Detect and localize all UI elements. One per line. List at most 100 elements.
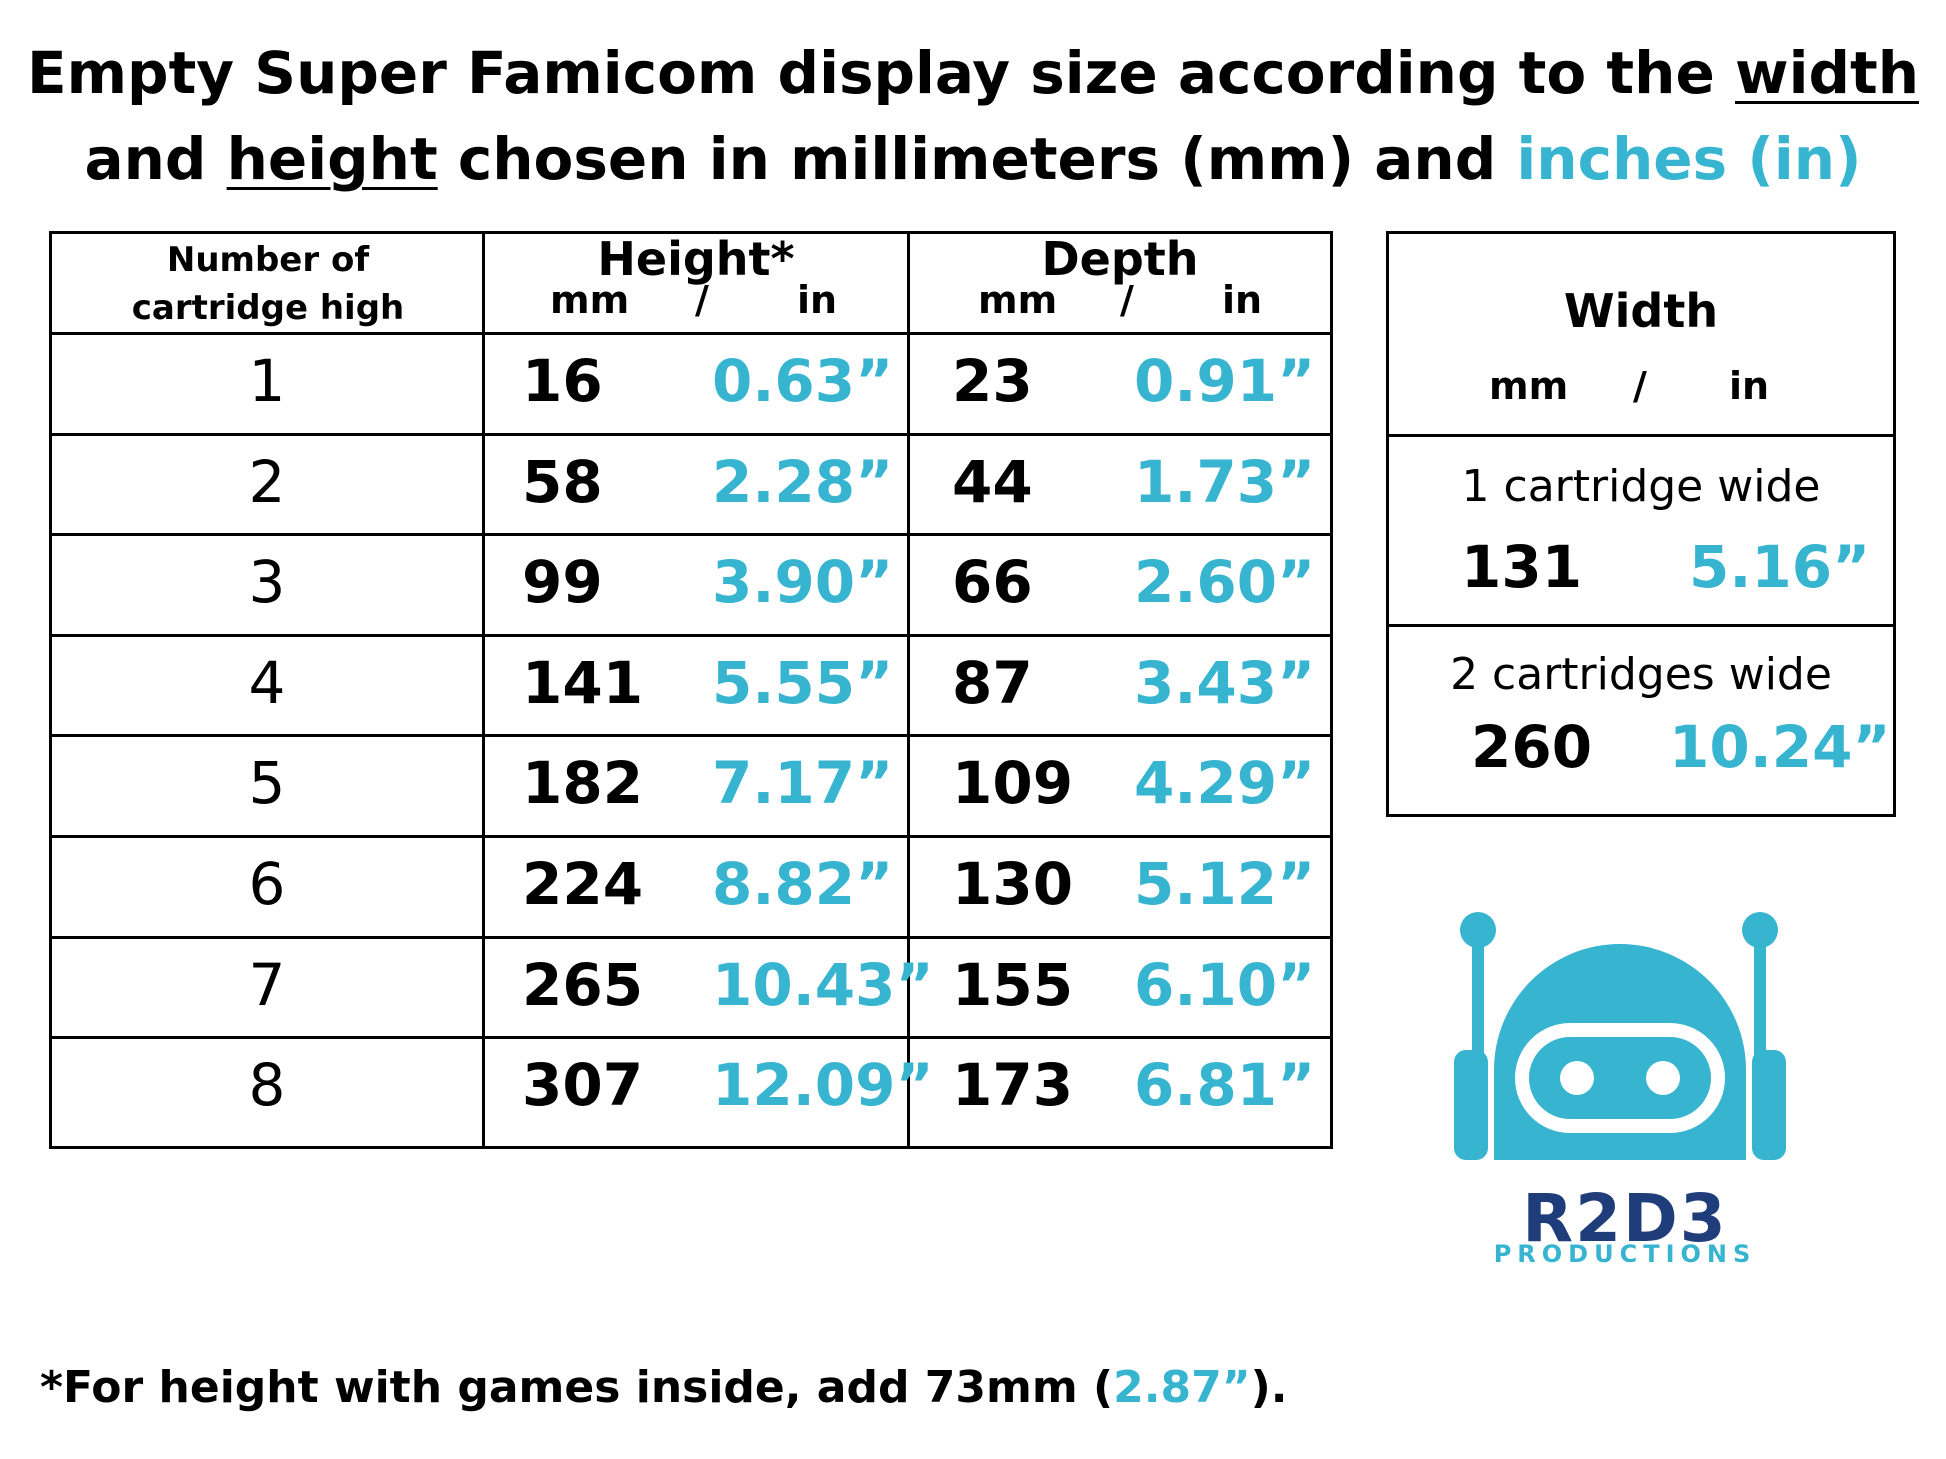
table-row: 6 224 8.82” 130 5.12” (52, 838, 1330, 936)
title-text: Empty Super Famicom display size accordi… (27, 39, 1735, 107)
page-title: Empty Super Famicom display size accordi… (0, 30, 1946, 202)
width-option: 1 cartridge wide 131 5.16” (1389, 437, 1893, 624)
unit-in: in (797, 278, 838, 322)
cartridge-count: 1 (248, 347, 286, 415)
height-in-value: 2.28” (712, 447, 894, 516)
unit-in: in (1222, 278, 1263, 322)
unit-separator: / (695, 278, 709, 322)
height-mm-value: 182 (522, 749, 644, 818)
cartridge-count: 4 (248, 648, 286, 717)
depth-in-value: 0.91” (1134, 347, 1316, 415)
footnote-text: ). (1250, 1362, 1288, 1413)
title-inches-word: inches (in) (1516, 125, 1862, 193)
height-mm-value: 16 (522, 347, 603, 415)
height-mm-value: 307 (522, 1051, 644, 1120)
table-row: 3 99 3.90” 66 2.60” (52, 536, 1330, 634)
height-header: Height* mm / in (485, 234, 907, 332)
depth-mm-value: 23 (952, 347, 1033, 415)
table-divider (52, 734, 1330, 738)
logo-tagline: PRODUCTIONS (1493, 1240, 1757, 1268)
depth-mm-value: 130 (952, 850, 1074, 918)
depth-mm-value: 173 (952, 1051, 1074, 1120)
unit-in: in (1729, 364, 1770, 408)
depth-in-value: 6.10” (1134, 950, 1316, 1019)
width-option: 2 cartridges wide 260 10.24” (1389, 627, 1893, 814)
table-divider (52, 935, 1330, 939)
table-divider (52, 1036, 1330, 1040)
table-row: 7 265 10.43” 155 6.10” (52, 939, 1330, 1037)
width-in-value: 5.16” (1689, 533, 1871, 601)
depth-in-value: 1.73” (1134, 447, 1316, 516)
unit-separator: / (1633, 364, 1647, 408)
unit-mm: mm (978, 278, 1058, 322)
table-divider (1389, 624, 1893, 627)
count-header-line: Number of (166, 240, 370, 280)
width-table: Width mm / in 1 cartridge wide 131 5.16”… (1386, 231, 1896, 817)
depth-mm-value: 44 (952, 447, 1033, 516)
height-in-value: 5.55” (712, 648, 894, 717)
height-mm-value: 58 (522, 447, 603, 516)
table-row: 8 307 12.09” 173 6.81” (52, 1039, 1330, 1137)
table-divider (482, 234, 485, 1146)
cartridge-count: 5 (248, 749, 286, 818)
width-header: Width mm / in (1389, 234, 1893, 434)
unit-mm: mm (1489, 364, 1569, 408)
cartridge-count: 3 (248, 548, 286, 617)
depth-in-value: 2.60” (1134, 548, 1316, 617)
height-mm-value: 265 (522, 950, 644, 1019)
cartridge-count: 8 (248, 1051, 286, 1120)
unit-separator: / (1120, 278, 1134, 322)
unit-mm: mm (550, 278, 630, 322)
title-line-1: Empty Super Famicom display size accordi… (0, 30, 1946, 116)
depth-mm-value: 66 (952, 548, 1033, 617)
height-mm-value: 99 (522, 548, 603, 617)
cartridge-count: 7 (248, 950, 286, 1019)
cartridge-count: 2 (248, 447, 286, 516)
footnote-text: *For height with games inside, add 73mm … (40, 1362, 1114, 1413)
depth-in-value: 6.81” (1134, 1051, 1316, 1120)
title-line-2: and height chosen in millimeters (mm) an… (0, 116, 1946, 202)
height-mm-value: 141 (522, 648, 644, 717)
height-mm-value: 224 (522, 850, 644, 918)
height-in-value: 8.82” (712, 850, 894, 918)
count-header-line: cartridge high (131, 288, 405, 328)
height-depth-table: Number of cartridge high Height* mm / in… (49, 231, 1333, 1149)
depth-mm-value: 155 (952, 950, 1074, 1019)
title-width-word: width (1734, 39, 1919, 107)
depth-in-value: 4.29” (1134, 749, 1316, 818)
title-text: chosen in millimeters (mm) and (437, 125, 1517, 193)
width-mm-value: 131 (1461, 533, 1583, 601)
width-option-label: 2 cartridges wide (1450, 649, 1832, 700)
table-row: 2 58 2.28” 44 1.73” (52, 436, 1330, 534)
depth-header: Depth mm / in (910, 234, 1330, 332)
height-in-value: 3.90” (712, 548, 894, 617)
title-height-word: height (226, 125, 438, 193)
table-row: 4 141 5.55” 87 3.43” (52, 637, 1330, 735)
table-divider (52, 432, 1330, 436)
logo-wordmark: R2D3 (1522, 1180, 1728, 1257)
width-header-label: Width (1563, 284, 1719, 338)
depth-mm-value: 87 (952, 648, 1033, 717)
height-in-value: 0.63” (712, 347, 894, 415)
cartridge-count: 6 (248, 850, 286, 918)
count-header: Number of cartridge high (52, 236, 484, 334)
robot-icon (1454, 912, 1786, 1160)
footnote-inch-value: 2.87” (1113, 1362, 1251, 1413)
depth-mm-value: 109 (952, 749, 1074, 818)
table-divider (1389, 434, 1893, 437)
table-divider (52, 835, 1330, 838)
depth-header-label: Depth (1041, 232, 1199, 286)
depth-in-value: 5.12” (1134, 850, 1316, 918)
table-divider (907, 234, 910, 1146)
table-divider (52, 633, 1330, 637)
width-in-value: 10.24” (1669, 713, 1891, 781)
table-row: 1 16 0.63” 23 0.91” (52, 335, 1330, 433)
table-row: 5 182 7.17” 109 4.29” (52, 737, 1330, 835)
height-in-value: 7.17” (712, 749, 894, 818)
width-option-label: 1 cartridge wide (1461, 461, 1821, 512)
footnote: *For height with games inside, add 73mm … (40, 1362, 1287, 1413)
table-divider (52, 332, 1330, 335)
height-header-label: Height* (597, 232, 795, 286)
height-in-value: 10.43” (712, 950, 934, 1019)
width-mm-value: 260 (1471, 713, 1593, 781)
